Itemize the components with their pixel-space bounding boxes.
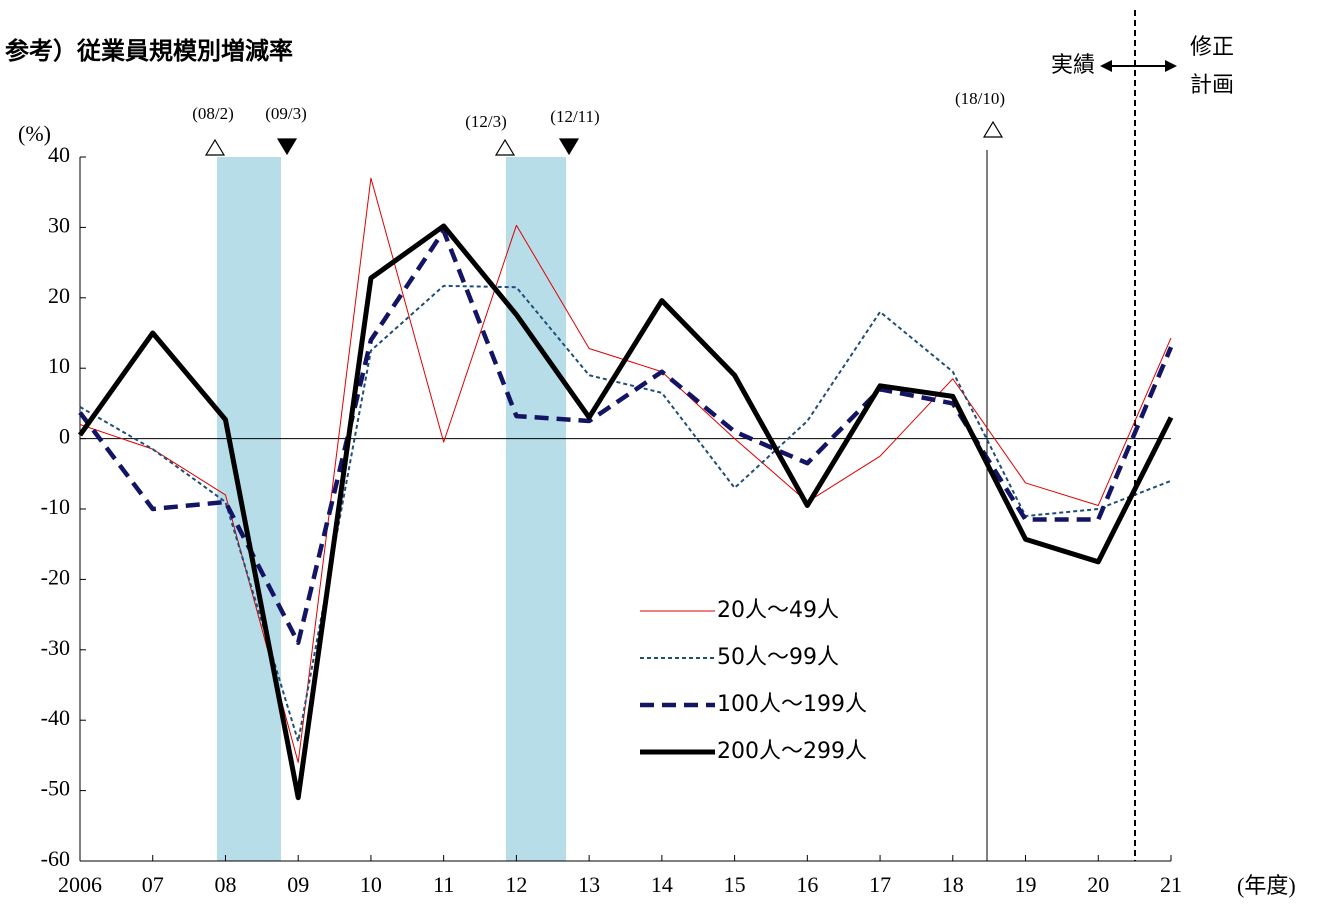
period-label: 計画 [1190,73,1234,98]
x-tick-label: 09 [287,872,309,897]
annotation: (12/3) [465,112,507,131]
x-tick-label: 15 [724,872,746,897]
x-tick-label: 13 [578,872,600,897]
x-tick-label: 16 [796,872,818,897]
legend-label: 100人〜199人 [717,692,867,717]
y-tick-label: -60 [41,846,70,871]
y-tick-label: -30 [41,635,70,660]
annotation: (12/11) [550,107,599,126]
y-tick-label: 40 [48,142,70,167]
x-tick-label: 19 [1015,872,1037,897]
x-tick-label: 12 [505,872,527,897]
series-line [79,284,1172,743]
y-tick-label: -50 [41,776,70,801]
y-tick-label: 10 [48,353,70,378]
chart-title: 参考）従業員規模別増減率 [5,37,293,65]
period-label: 実績 [1051,53,1095,78]
x-tick-label: 08 [214,872,236,897]
x-tick-label: 10 [360,872,382,897]
event-markers [204,120,1004,156]
series-line [78,228,1174,646]
period-arrow [1100,60,1177,72]
x-tick-label: 20 [1087,872,1109,897]
y-tick-label: 20 [48,283,70,308]
annotation: (18/10) [955,89,1005,108]
y-tick-label: -20 [41,564,70,589]
legend-label: 20人〜49人 [717,598,839,623]
x-tick-label: 18 [942,872,964,897]
annotation: (08/2) [192,104,234,123]
x-tick-label: 07 [142,872,164,897]
legend-label: 50人〜99人 [717,645,839,670]
annotation: (09/3) [265,104,307,123]
x-tick-label: 17 [869,872,891,897]
y-tick-label: -40 [41,705,70,730]
x-tick-label: 21 [1160,872,1182,897]
recession-band [506,157,566,861]
period-label: 修正 [1190,35,1234,60]
legend-label: 200人〜299人 [717,739,867,764]
x-tick-label: 14 [651,872,673,897]
y-axis-label: (%) [18,121,51,146]
y-tick-label: 0 [59,424,70,449]
x-tick-label: 11 [433,872,454,897]
y-tick-label: 30 [48,212,70,237]
series-line [77,223,1174,801]
x-tick-label: 2006 [58,872,102,897]
x-axis-label: (年度) [1237,873,1296,898]
y-tick-label: -10 [41,494,70,519]
